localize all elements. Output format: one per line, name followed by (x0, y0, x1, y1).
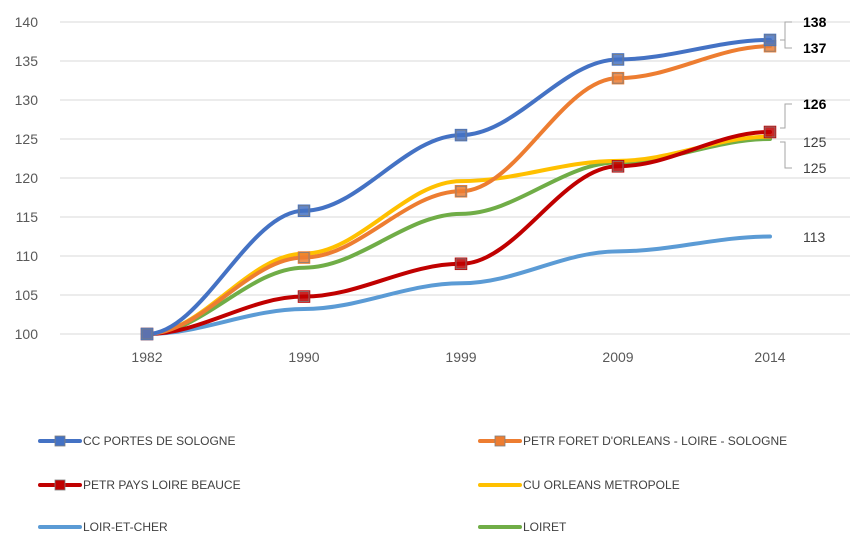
data-point-outline (298, 252, 310, 263)
x-tick-label: 1982 (131, 349, 162, 365)
bracket (784, 40, 792, 49)
end-labels: 138 137 126 125 113 125 (803, 14, 827, 245)
series-line-4 (145, 234, 772, 336)
y-tick-label: 100 (15, 326, 39, 342)
x-tick-label: 1999 (445, 349, 476, 365)
x-tick-label: 2014 (754, 349, 785, 365)
data-point-outline (612, 160, 624, 172)
legend-label: CC PORTES DE SOLOGNE (83, 434, 235, 448)
y-tick-label: 115 (16, 209, 39, 225)
data-point (297, 204, 311, 218)
end-label: 113 (803, 229, 826, 245)
end-label: 125 (803, 134, 827, 150)
data-point (454, 185, 468, 198)
data-point-outline (612, 72, 624, 84)
data-point-outline (612, 54, 624, 65)
y-tick-label: 140 (15, 14, 39, 30)
data-point (763, 33, 777, 47)
x-tick-label: 1990 (288, 349, 319, 365)
bracket (780, 21, 792, 41)
legend-label: PETR FORET D'ORLEANS - LOIRE - SOLOGNE (523, 434, 787, 448)
data-point-outline (298, 291, 310, 302)
y-tick-label: 105 (15, 287, 39, 303)
data-point-outline (764, 34, 776, 46)
data-point (454, 128, 468, 142)
y-tick-label: 110 (16, 248, 39, 264)
y-tick-label: 125 (15, 131, 39, 147)
gridlines (60, 21, 850, 335)
x-tick-label: 2009 (602, 349, 633, 365)
legend-label: CU ORLEANS METROPOLE (523, 478, 680, 492)
legend-label: PETR PAYS LOIRE BEAUCE (83, 478, 241, 492)
series-line-3 (145, 134, 772, 336)
data-point (611, 160, 625, 173)
end-label: 138 (803, 14, 827, 30)
y-axis: 100 105 110 115 120 125 130 135 140 (15, 14, 39, 342)
series-line-5 (145, 137, 772, 336)
legend-label: LOIR-ET-CHER (83, 520, 168, 534)
x-axis: 1982 1990 1999 2009 2014 (131, 349, 785, 365)
y-tick-label: 135 (15, 53, 39, 69)
end-label: 137 (803, 40, 827, 56)
end-label: 126 (803, 96, 827, 112)
data-point-outline (455, 129, 467, 141)
data-point-outline (764, 126, 776, 138)
data-point-outline (298, 205, 310, 217)
y-tick-label: 120 (15, 170, 39, 186)
data-point-outline (455, 258, 467, 270)
data-point (140, 327, 154, 341)
legend-marker (54, 479, 66, 491)
data-point-outline (455, 185, 467, 197)
data-point (297, 290, 311, 303)
data-point (611, 71, 625, 85)
y-tick-label: 130 (15, 92, 39, 108)
legend-marker (494, 435, 506, 447)
legend-marker (54, 435, 66, 447)
data-point (454, 257, 468, 271)
data-point (763, 125, 777, 139)
series-line-2 (145, 129, 772, 336)
data-point (297, 251, 311, 264)
end-label: 125 (803, 160, 827, 176)
label-brackets (780, 21, 792, 169)
data-point-outline (141, 328, 153, 340)
bracket (780, 103, 792, 129)
bracket (780, 141, 792, 169)
legend-label: LOIRET (523, 520, 567, 534)
legend: CC PORTES DE SOLOGNE PETR FORET D'ORLEANS… (38, 434, 787, 534)
series-markers (140, 33, 777, 341)
data-point (611, 53, 625, 66)
